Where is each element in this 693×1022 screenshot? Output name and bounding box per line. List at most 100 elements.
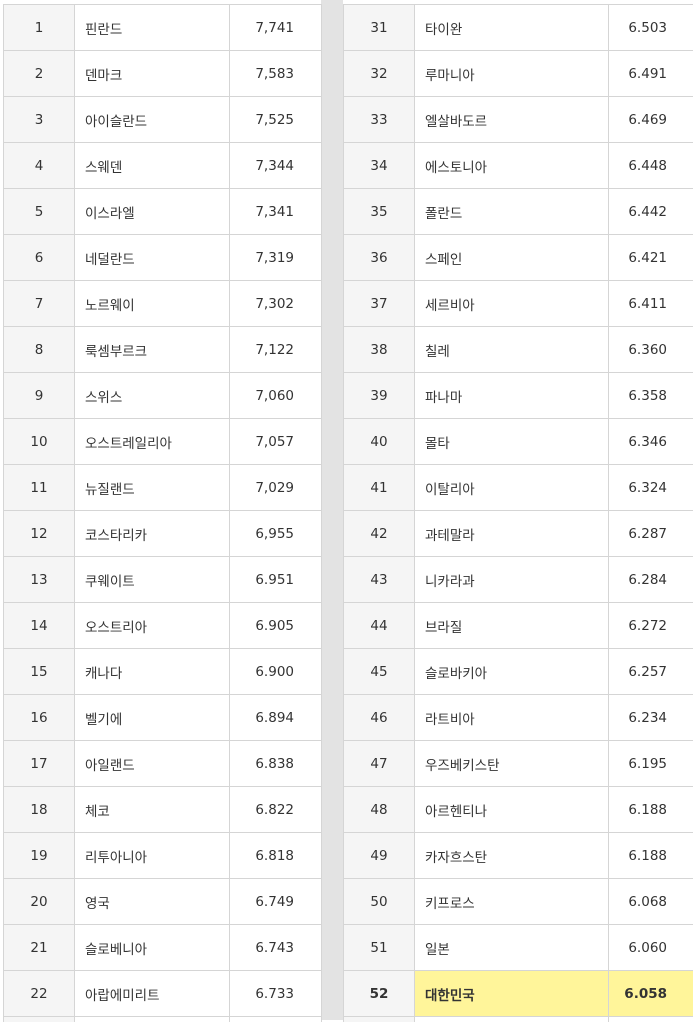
score-cell: 6.491 (609, 51, 693, 97)
rank-cell: 32 (344, 51, 415, 97)
rank-cell: 14 (4, 603, 75, 649)
rank-cell: 42 (344, 511, 415, 557)
score-cell: 7,344 (230, 143, 322, 189)
score-cell: 7,302 (230, 281, 322, 327)
score-cell: 7,583 (230, 51, 322, 97)
rank-cell: 18 (4, 787, 75, 833)
rank-cell: 17 (4, 741, 75, 787)
rank-cell: 46 (344, 695, 415, 741)
country-cell: 엘살바도르 (415, 97, 609, 143)
rank-cell: 11 (4, 465, 75, 511)
rank-cell: 38 (344, 327, 415, 373)
rank-cell: 10 (4, 419, 75, 465)
rank-cell: 39 (344, 373, 415, 419)
country-cell: 아르헨티나 (415, 787, 609, 833)
country-cell: 슬로바키아 (415, 649, 609, 695)
country-cell: 이탈리아 (415, 465, 609, 511)
country-cell: 체코 (75, 787, 230, 833)
score-cell: 6.421 (609, 235, 693, 281)
rank-cell: 16 (4, 695, 75, 741)
country-cell: 과테말라 (415, 511, 609, 557)
score-cell: 6.900 (230, 649, 322, 695)
score-cell: 6.818 (230, 833, 322, 879)
rank-cell: 47 (344, 741, 415, 787)
country-cell: 뉴질랜드 (75, 465, 230, 511)
country-cell: 슬로베니아 (75, 925, 230, 971)
country-cell: 코스타리카 (75, 511, 230, 557)
score-cell: 7,525 (230, 97, 322, 143)
score-cell: 6.346 (609, 419, 693, 465)
table-row-partial (344, 1017, 693, 1022)
rank-cell: 7 (4, 281, 75, 327)
country-cell: 아일랜드 (75, 741, 230, 787)
country-cell: 루마니아 (415, 51, 609, 97)
rank-cell: 9 (4, 373, 75, 419)
country-cell: 세르비아 (415, 281, 609, 327)
score-cell: 6.733 (230, 971, 322, 1017)
rank-cell: 2 (4, 51, 75, 97)
rank-cell: 22 (4, 971, 75, 1017)
score-cell: 6.894 (230, 695, 322, 741)
score-cell: 7,341 (230, 189, 322, 235)
rank-cell: 33 (344, 97, 415, 143)
country-cell: 아랍에미리트 (75, 971, 230, 1017)
country-cell: 브라질 (415, 603, 609, 649)
rank-cell: 51 (344, 925, 415, 971)
empty-cell (415, 1017, 609, 1022)
rank-cell: 15 (4, 649, 75, 695)
score-cell: 6.287 (609, 511, 693, 557)
empty-cell (75, 1017, 230, 1022)
rank-cell: 41 (344, 465, 415, 511)
rank-cell: 13 (4, 557, 75, 603)
country-cell: 에스토니아 (415, 143, 609, 189)
country-cell: 키프로스 (415, 879, 609, 925)
score-cell: 6.442 (609, 189, 693, 235)
score-cell: 7,741 (230, 5, 322, 51)
country-cell: 이스라엘 (75, 189, 230, 235)
country-cell: 핀란드 (75, 5, 230, 51)
empty-cell (609, 1017, 693, 1022)
empty-cell (4, 1017, 75, 1022)
country-cell: 스웨덴 (75, 143, 230, 189)
country-cell: 폴란드 (415, 189, 609, 235)
country-cell: 덴마크 (75, 51, 230, 97)
score-cell: 6.195 (609, 741, 693, 787)
score-cell: 6.360 (609, 327, 693, 373)
rank-cell: 44 (344, 603, 415, 649)
rank-cell: 49 (344, 833, 415, 879)
score-cell: 6.272 (609, 603, 693, 649)
score-cell: 6.060 (609, 925, 693, 971)
score-cell: 6.905 (230, 603, 322, 649)
country-cell: 카자흐스탄 (415, 833, 609, 879)
country-cell: 라트비아 (415, 695, 609, 741)
rank-cell: 52 (344, 971, 415, 1017)
score-cell: 6.822 (230, 787, 322, 833)
country-cell: 벨기에 (75, 695, 230, 741)
